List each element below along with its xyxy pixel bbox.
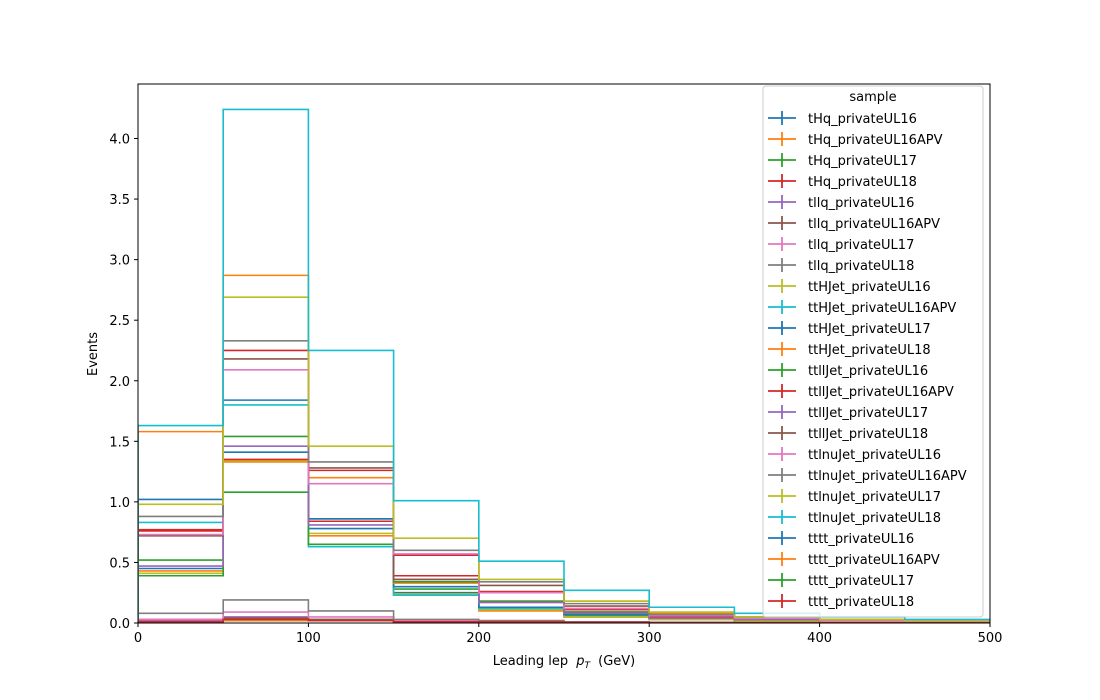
legend-entry: tHq_privateUL16 <box>768 111 917 127</box>
legend-entry: tHq_privateUL18 <box>768 174 917 190</box>
legend-label: ttHJet_privateUL16APV <box>808 301 956 316</box>
legend-label: tttt_privateUL16 <box>808 532 914 547</box>
y-tick-label: 1.0 <box>109 496 130 511</box>
legend-entry: tttt_privateUL18 <box>768 594 914 610</box>
legend-entry: ttHJet_privateUL18 <box>768 342 931 358</box>
x-axis-label-text: Leading lep <box>493 654 568 669</box>
legend: sample tHq_privateUL16 tHq_privateUL16APV… <box>762 85 984 618</box>
y-axis-label: Events <box>86 332 101 376</box>
legend-label: ttlnuJet_privateUL16 <box>808 448 941 463</box>
legend-entry: tllq_privateUL17 <box>768 237 914 253</box>
legend-entry: ttllJet_privateUL16 <box>768 363 928 379</box>
legend-entry: tHq_privateUL17 <box>768 153 917 169</box>
y-tick-label: 4.0 <box>109 133 130 148</box>
legend-label: tllq_privateUL16 <box>808 196 914 211</box>
x-tick-label: 100 <box>296 631 321 646</box>
legend-label: ttllJet_privateUL16APV <box>808 385 954 400</box>
legend-label: ttHJet_privateUL16 <box>808 280 931 295</box>
legend-entry: ttHJet_privateUL16APV <box>768 300 956 316</box>
x-axis-label-unit: (GeV) <box>598 654 635 669</box>
x-axis-label: Leading lep pT (GeV) <box>493 654 635 672</box>
y-tick-label: 3.5 <box>109 193 130 208</box>
y-tick-label: 0.0 <box>109 617 130 632</box>
legend-label: tllq_privateUL18 <box>808 259 914 274</box>
y-tick-label: 0.5 <box>109 556 130 571</box>
legend-label: tttt_privateUL17 <box>808 574 914 589</box>
legend-box <box>762 85 984 618</box>
legend-entry: ttllJet_privateUL17 <box>768 405 928 421</box>
legend-entry: tHq_privateUL16APV <box>768 132 943 148</box>
legend-label: tttt_privateUL16APV <box>808 553 940 568</box>
x-tick-label: 500 <box>978 631 1003 646</box>
legend-entry: tttt_privateUL17 <box>768 573 914 589</box>
legend-entry: tllq_privateUL18 <box>768 258 914 274</box>
x-axis-label-math: p <box>575 654 584 669</box>
x-tick-label: 300 <box>637 631 662 646</box>
legend-title: sample <box>849 90 896 105</box>
legend-entry: ttlnuJet_privateUL16APV <box>768 468 967 484</box>
legend-label: ttlnuJet_privateUL18 <box>808 511 941 526</box>
legend-label: tHq_privateUL18 <box>808 175 917 190</box>
legend-entry: tttt_privateUL16APV <box>768 552 940 568</box>
legend-label: ttHJet_privateUL18 <box>808 343 931 358</box>
legend-label: ttllJet_privateUL17 <box>808 406 928 421</box>
x-tick-label: 200 <box>466 631 491 646</box>
legend-label: tttt_privateUL18 <box>808 595 914 610</box>
legend-label: ttllJet_privateUL18 <box>808 427 928 442</box>
legend-items: tHq_privateUL16 tHq_privateUL16APV tHq_pri… <box>768 111 967 610</box>
x-tick-label: 0 <box>134 631 142 646</box>
legend-label: tllq_privateUL16APV <box>808 217 940 232</box>
legend-entry: ttllJet_privateUL18 <box>768 426 928 442</box>
plot-frame <box>137 83 991 624</box>
legend-label: tHq_privateUL17 <box>808 154 917 169</box>
legend-entry: tllq_privateUL16 <box>768 195 914 211</box>
legend-label: tHq_privateUL16APV <box>808 133 943 148</box>
x-tick-label: 400 <box>807 631 832 646</box>
legend-label: ttlnuJet_privateUL17 <box>808 490 941 505</box>
y-tick-label: 1.5 <box>109 435 130 450</box>
legend-label: tHq_privateUL16 <box>808 112 917 127</box>
y-tick-label: 2.5 <box>109 314 130 329</box>
legend-entry: ttHJet_privateUL16 <box>768 279 931 295</box>
legend-entry: ttllJet_privateUL16APV <box>768 384 954 400</box>
legend-entry: ttlnuJet_privateUL17 <box>768 489 941 505</box>
legend-label: tllq_privateUL17 <box>808 238 914 253</box>
legend-label: ttllJet_privateUL16 <box>808 364 928 379</box>
legend-label: ttHJet_privateUL17 <box>808 322 931 337</box>
legend-label: ttlnuJet_privateUL16APV <box>808 469 967 484</box>
legend-entry: tttt_privateUL16 <box>768 531 914 547</box>
y-axis: 0.0 0.5 1.0 1.5 2.0 2.5 3.0 3.5 4.0 <box>109 133 138 632</box>
legend-entry: ttlnuJet_privateUL18 <box>768 510 941 526</box>
legend-entry: ttHJet_privateUL17 <box>768 321 931 337</box>
y-tick-label: 2.0 <box>109 375 130 390</box>
legend-entry: ttlnuJet_privateUL16 <box>768 447 941 463</box>
legend-entry: tllq_privateUL16APV <box>768 216 940 232</box>
x-axis-label-subscript: T <box>584 661 591 671</box>
y-tick-label: 3.0 <box>109 254 130 269</box>
x-axis: 0 100 200 300 400 500 <box>134 623 1003 646</box>
